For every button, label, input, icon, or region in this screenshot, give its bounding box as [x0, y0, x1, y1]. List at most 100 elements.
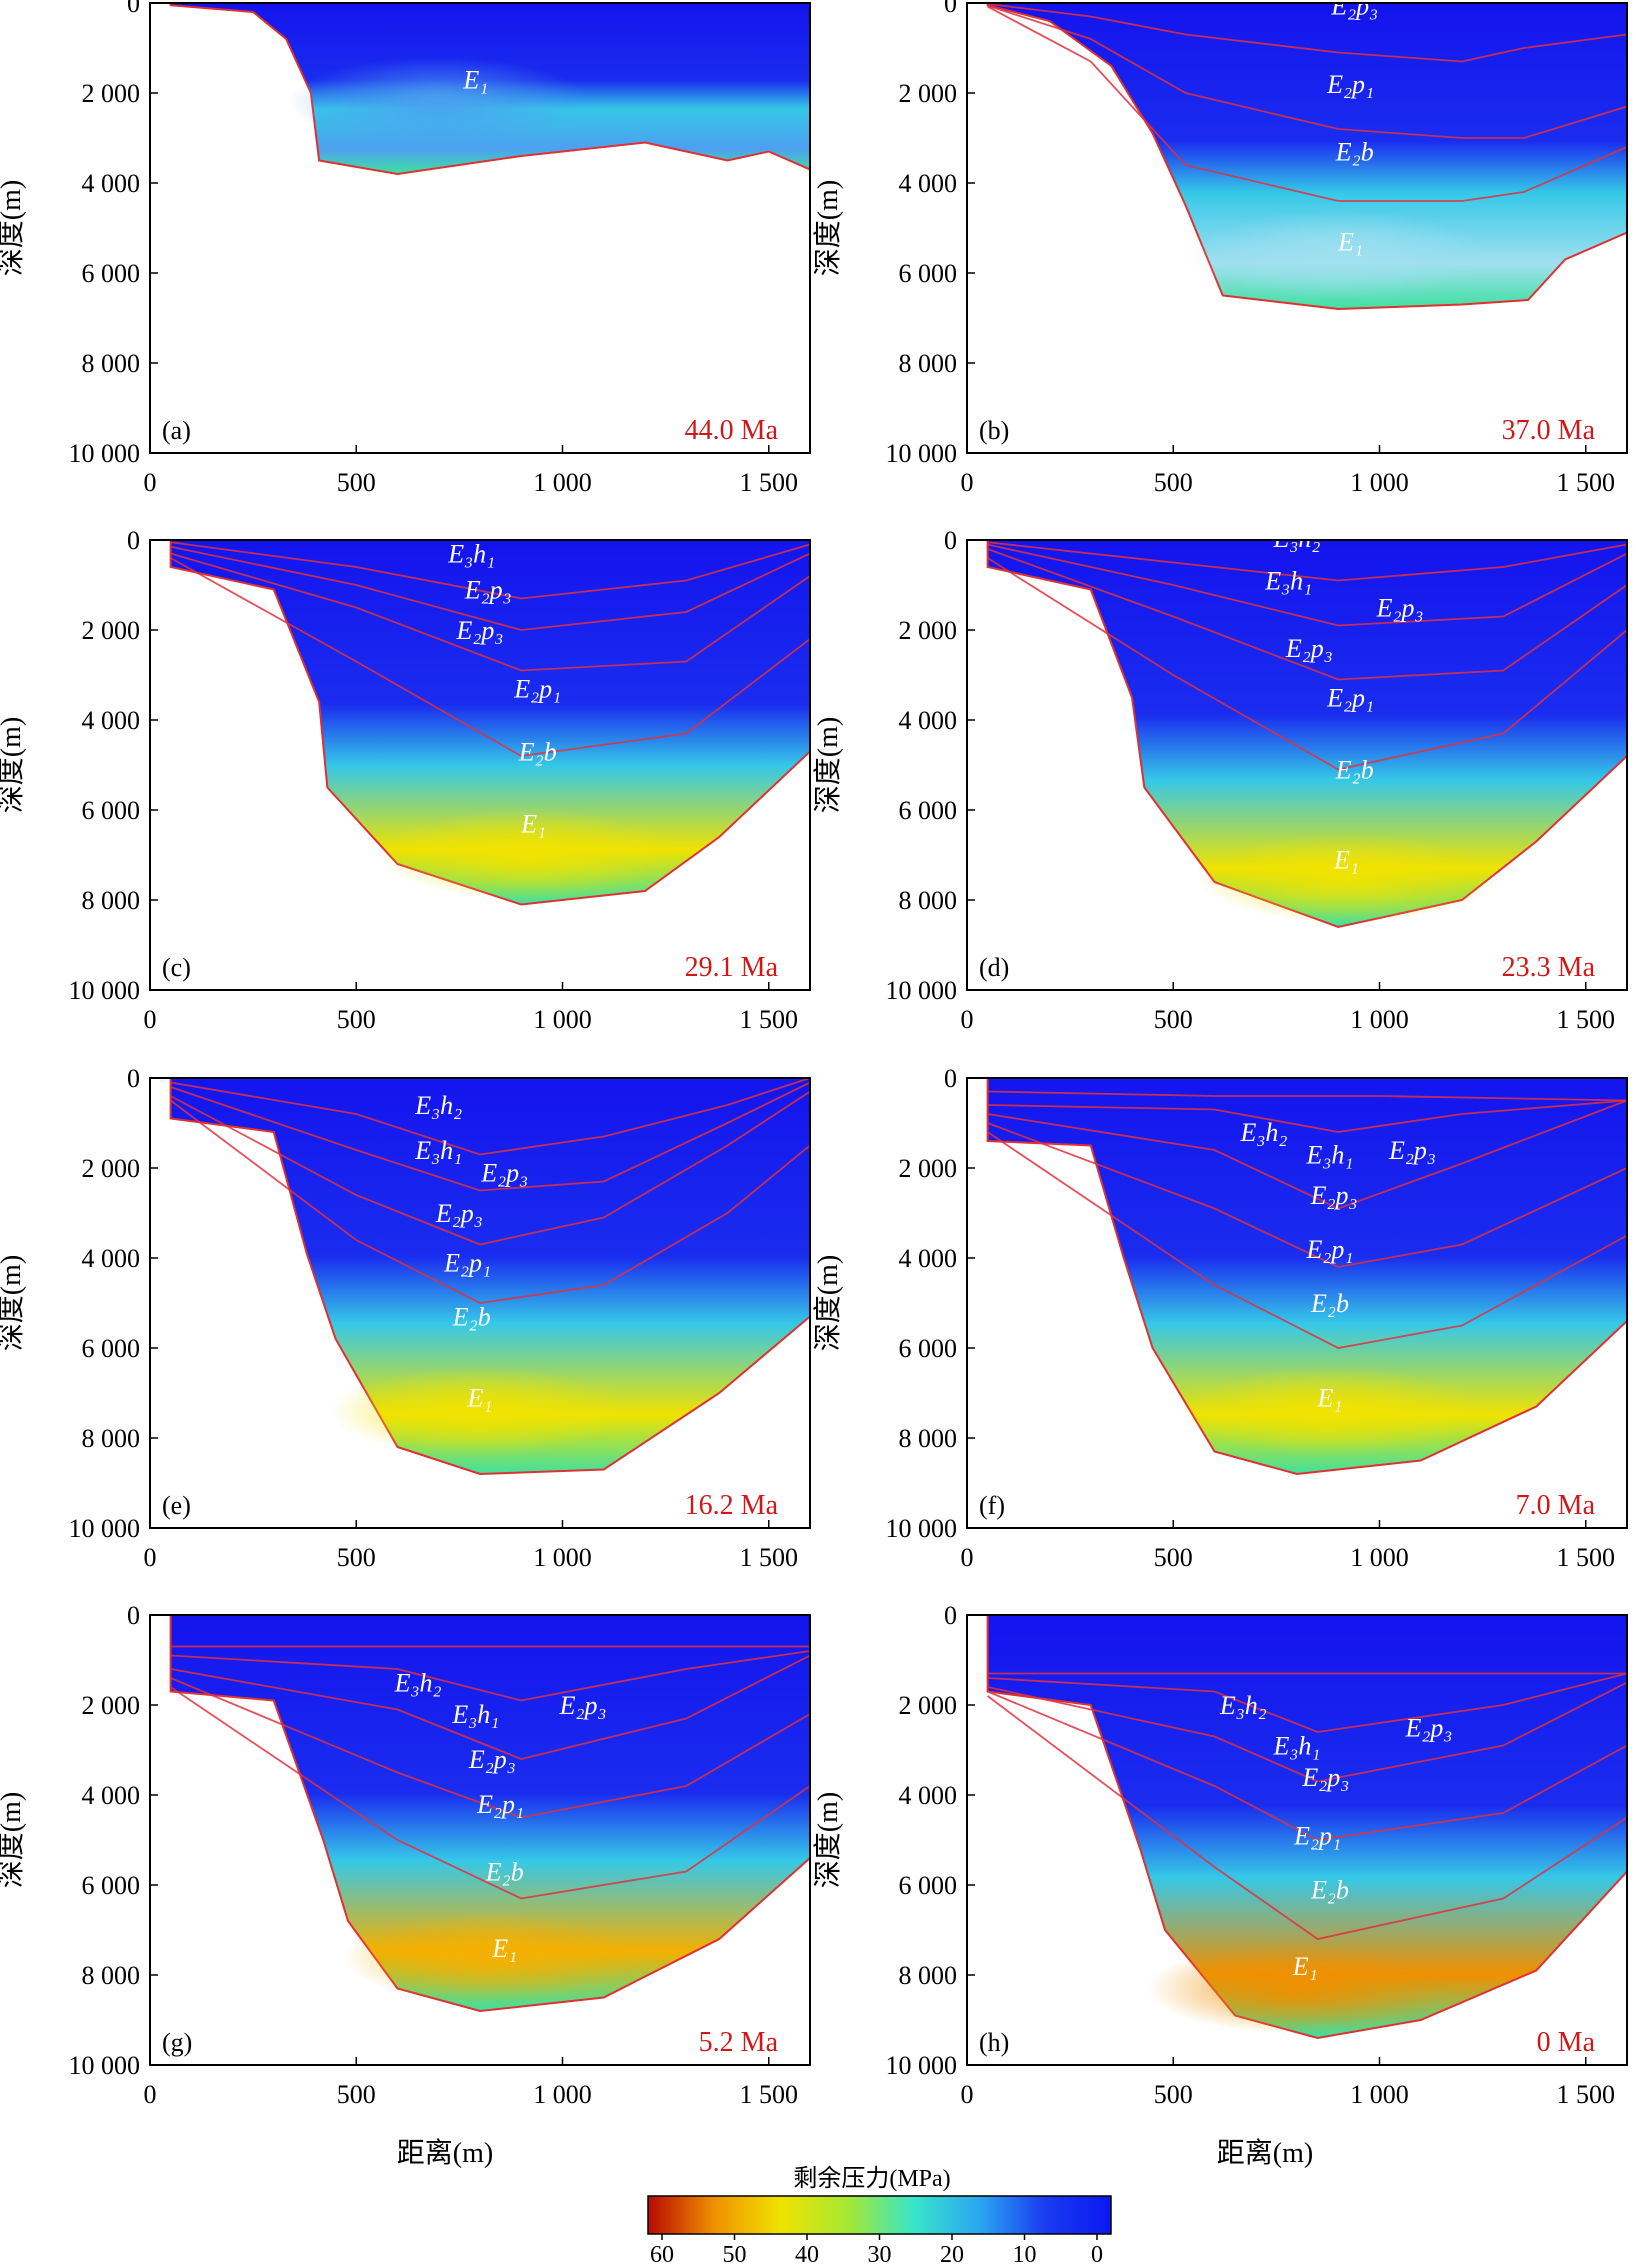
y-tick-label: 0	[127, 1064, 140, 1093]
y-tick-label: 4 000	[899, 1781, 958, 1810]
formation-label: E₂b	[452, 1303, 491, 1332]
age-label: 29.1 Ma	[685, 952, 779, 983]
horizon-line	[987, 1131, 1627, 1349]
panel-letter: (h)	[979, 2028, 1009, 2057]
formation-label: E₂p₃	[1301, 1763, 1349, 1792]
horizon-line	[987, 1099, 1627, 1210]
y-tick-label: 8 000	[899, 1961, 958, 1990]
formation-label: E₃h₁	[451, 1700, 499, 1729]
y-tick-label: 8 000	[82, 886, 141, 915]
panel-letter: (a)	[162, 416, 191, 445]
y-tick-label: 2 000	[899, 1154, 958, 1183]
formation-label: E₂p₁	[1306, 1235, 1354, 1264]
y-tick-label: 0	[127, 526, 140, 555]
panel-letter: (f)	[979, 1491, 1005, 1520]
formation-label: E₂p₃	[1285, 634, 1333, 663]
chart-panel: E₃h₁ E₂p₃ E₂p₃ E₂p₁ E₂b E₁ 0 2 000 4 000 6 000 8 0…	[0, 526, 811, 1034]
formation-label: E₂p₃	[559, 1691, 607, 1720]
colorbar-tick-label: 50	[723, 2242, 747, 2266]
x-tick-label: 500	[337, 1543, 376, 1572]
horizon-line	[170, 1078, 810, 1156]
y-tick-label: 6 000	[82, 796, 141, 825]
y-tick-label: 0	[127, 0, 140, 18]
horizon-line	[987, 1690, 1627, 1841]
x-tick-label: 0	[961, 1005, 974, 1034]
y-tick-label: 10 000	[69, 976, 141, 1005]
horizon-line	[987, 1122, 1627, 1268]
horizon-line	[170, 557, 810, 757]
pressure-hotspot	[1196, 832, 1497, 923]
y-tick-label: 4 000	[82, 706, 141, 735]
pressure-hotspot	[1188, 210, 1489, 300]
formation-label: E₂p₃	[1388, 1136, 1436, 1165]
horizon-line	[987, 3, 1627, 63]
horizon-line	[987, 541, 1627, 582]
y-tick-label: 2 000	[899, 79, 958, 108]
y-axis-label: 深度(m)	[0, 1792, 27, 1888]
y-tick-label: 8 000	[82, 1424, 141, 1453]
y-tick-label: 4 000	[899, 169, 958, 198]
formation-label: E₃h₁	[1273, 1732, 1321, 1761]
formation-label: E₁	[1292, 1952, 1318, 1981]
horizon-line	[170, 1650, 810, 1702]
formation-label: E₂p₃	[464, 576, 512, 605]
panel-letter: (b)	[979, 416, 1009, 445]
y-tick-label: 4 000	[82, 1244, 141, 1273]
y-axis-label: 深度(m)	[812, 1792, 844, 1888]
formation-label: E₂p₃	[1405, 1714, 1453, 1743]
y-tick-label: 2 000	[899, 1691, 958, 1720]
formation-label: E₃h₂	[1240, 1118, 1288, 1147]
colorbar-title: 剩余压力(MPa)	[793, 2165, 950, 2192]
horizon-line	[987, 1099, 1627, 1133]
y-tick-label: 10 000	[69, 2051, 141, 2080]
formation-label: E₃h₁	[414, 1136, 462, 1165]
formation-label: E₃h₁	[447, 540, 495, 569]
panel-letter: (c)	[162, 953, 191, 982]
x-axis-label-right: 距离(m)	[1217, 2137, 1313, 2169]
x-tick-label: 500	[1154, 1543, 1193, 1572]
x-tick-label: 1 500	[1557, 468, 1616, 497]
formation-label: E₂p₃	[435, 1199, 483, 1228]
formation-label: E₂p₁	[1326, 684, 1374, 713]
age-label: 16.2 Ma	[685, 1490, 779, 1521]
pressure-hotspot	[342, 1912, 643, 2002]
formation-label: E₃h₂	[1219, 1691, 1267, 1720]
age-label: 23.3 Ma	[1502, 952, 1596, 983]
x-axis-label-left: 距离(m)	[397, 2137, 493, 2169]
horizon-line	[170, 1090, 810, 1246]
y-tick-label: 2 000	[899, 616, 958, 645]
x-tick-label: 0	[144, 2080, 157, 2109]
y-tick-label: 2 000	[82, 1691, 141, 1720]
formation-label: E₂p₁	[1326, 70, 1374, 99]
formation-label: E₁	[467, 1384, 493, 1413]
y-tick-label: 2 000	[82, 1154, 141, 1183]
basin-body	[169, 1615, 810, 2013]
formation-label: E₂p₁	[443, 1249, 491, 1278]
x-tick-label: 0	[144, 468, 157, 497]
y-tick-label: 6 000	[899, 1334, 958, 1363]
x-tick-label: 500	[1154, 2080, 1193, 2109]
x-tick-label: 1 500	[1557, 1543, 1616, 1572]
plot-frame	[966, 1614, 1628, 2066]
y-tick-label: 8 000	[899, 349, 958, 378]
pressure-hotspot	[379, 810, 680, 900]
x-tick-label: 0	[144, 1543, 157, 1572]
y-tick-label: 8 000	[82, 1961, 141, 1990]
horizon-line	[987, 548, 1627, 681]
x-tick-label: 500	[1154, 468, 1193, 497]
horizon-line	[987, 4, 1627, 139]
panel-letter: (d)	[979, 953, 1009, 982]
formation-label: E₂b	[1335, 756, 1374, 785]
horizon-line	[987, 557, 1627, 771]
colorbar-tick-label: 30	[868, 2242, 892, 2266]
y-tick-label: 6 000	[899, 259, 958, 288]
y-tick-label: 4 000	[82, 169, 141, 198]
horizon-line	[170, 1677, 810, 1819]
x-tick-label: 1 500	[740, 468, 799, 497]
formation-label: E₃h₁	[1306, 1141, 1354, 1170]
